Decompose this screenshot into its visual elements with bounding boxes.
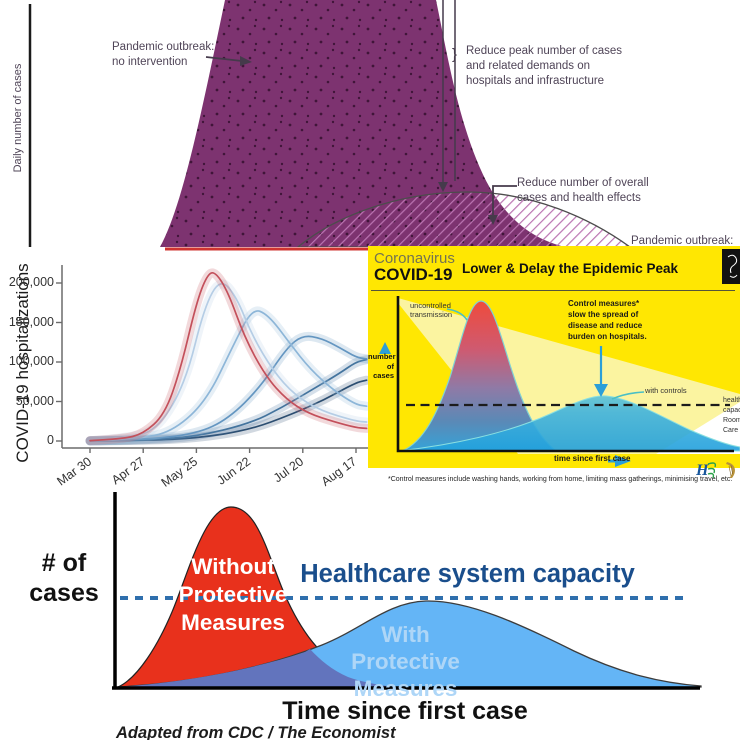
uncontrolled-connector-line xyxy=(446,308,468,321)
with-controls-curve xyxy=(397,395,740,452)
control-measures-footnote: *Control measures include washing hands,… xyxy=(388,476,733,483)
hse-lower-delay-graphic: Coronavirus COVID-19 Lower & Delay the E… xyxy=(368,246,740,490)
hse-ylabel-line2: of xyxy=(386,361,394,371)
hse-canvas xyxy=(379,296,740,467)
hse-x-axis-label: time since first case xyxy=(554,454,631,463)
peak-reduction-arrows xyxy=(442,0,456,183)
hosp-tick-marks xyxy=(56,282,357,453)
clipped-outbreak-label: Pandemic outbreak: xyxy=(631,235,734,247)
hse-ylabel-line3: cases xyxy=(373,371,394,380)
cdc-y-axis-label: Daily number of cases xyxy=(12,63,24,173)
hse-logo-h: H xyxy=(696,462,709,479)
control-measures-annotation: Control measures* slow the spread of dis… xyxy=(568,298,647,342)
reduce-overall-line1: Reduce number of overall xyxy=(517,177,649,189)
capacity-clip-line1: healthc xyxy=(723,397,740,404)
hse-axes xyxy=(396,296,734,453)
source-caption: Adapted from CDC / The Economist xyxy=(116,724,396,740)
header-divider xyxy=(371,290,735,291)
reduce-overall-annotation: Reduce number of overall cases and healt… xyxy=(517,176,649,206)
uncontrolled-transmission-label: uncontrolled transmission xyxy=(410,301,452,319)
without-line1: Without xyxy=(191,554,275,579)
no-intervention-label-line2: no intervention xyxy=(112,56,188,68)
reduce-peak-annotation: Reduce peak number of cases and related … xyxy=(466,44,622,89)
hse-footer-strip xyxy=(368,468,740,490)
hosp-ytick-0: 0 xyxy=(47,433,54,447)
no-intervention-label: Pandemic outbreak: no intervention xyxy=(112,40,214,70)
flatten-axes xyxy=(112,492,700,690)
with-controls-connector-line xyxy=(611,391,645,400)
reduce-overall-line2: cases and health effects xyxy=(517,192,641,204)
hosp-series-path xyxy=(89,358,368,442)
irish-script-logo xyxy=(722,249,740,284)
reduce-peak-line1: Reduce peak number of cases xyxy=(466,45,622,57)
flatten-x-axis-label: Time since first case xyxy=(282,697,528,725)
with-intervention-hatched-curve xyxy=(296,191,632,247)
hosp-ytick-50000: 50,000 xyxy=(15,393,54,408)
y-axis-up-arrow-icon xyxy=(379,342,391,354)
hse-title: Lower & Delay the Epidemic Peak xyxy=(461,261,679,276)
without-line3: Measures xyxy=(181,610,285,635)
hosp-series-path xyxy=(89,271,368,442)
control-measures-line3: disease and reduce xyxy=(568,321,643,330)
hse-y-axis-label: number of cases xyxy=(368,352,396,381)
control-measures-line1: Control measures* xyxy=(568,299,640,308)
cdc-chart-canvas xyxy=(28,0,632,247)
healthcare-capacity-clipped-label: healthc capacit Room v Care U xyxy=(723,396,740,436)
no-intervention-arrow-icon xyxy=(205,56,252,66)
capacity-clip-line2: capacit xyxy=(723,407,740,414)
with-measures-label: With Protective Measures xyxy=(328,621,483,702)
control-measures-line2: slow the spread of xyxy=(568,310,639,319)
x-axis-arrow-icon xyxy=(608,455,631,467)
hosp-series-path xyxy=(89,379,368,442)
healthcare-capacity-label: Healthcare system capacity xyxy=(300,560,635,588)
without-measures-label: Without Protective Measures xyxy=(163,553,303,637)
control-measures-line4: burden on hospitals. xyxy=(568,332,647,341)
hse-logo: H xyxy=(696,460,720,480)
no-intervention-curve xyxy=(160,0,565,247)
brace-icon: } xyxy=(452,46,458,63)
hospitalizations-canvas xyxy=(56,247,368,453)
with-controls-label: with controls xyxy=(645,386,687,395)
flatten-ylabel-line1: # of xyxy=(41,549,87,577)
flatten-canvas xyxy=(112,492,702,690)
overlap-region xyxy=(118,649,395,687)
flatten-ylabel-line2: cases xyxy=(29,579,99,607)
overall-reduction-connector xyxy=(488,185,517,225)
hosp-ytick-150000: 150,000 xyxy=(8,314,54,329)
harp-icon xyxy=(724,460,740,480)
capacity-clip-line3: Room v xyxy=(723,417,740,424)
flatten-curve-chart: # of cases Without Protective Measures H… xyxy=(0,490,740,740)
flatten-y-axis-label: # of cases xyxy=(18,548,110,608)
hosp-series-path xyxy=(89,335,368,442)
hosp-series-path xyxy=(89,282,368,442)
hse-brand-coronavirus: Coronavirus xyxy=(374,250,455,267)
hospitalizations-chart: COVID-19 hospitalizations 200,000 150,00… xyxy=(0,247,368,490)
uncontrolled-line2: transmission xyxy=(410,310,453,319)
peak-arrowhead-icon xyxy=(438,182,448,192)
hse-brand-covid19: COVID-19 xyxy=(374,265,453,284)
with-line1: With Protective xyxy=(351,622,460,674)
control-measures-down-arrow-icon xyxy=(594,346,608,397)
hosp-axes xyxy=(61,265,368,449)
with-line2: Measures xyxy=(353,676,458,701)
no-intervention-label-line1: Pandemic outbreak: xyxy=(112,41,215,53)
hosp-ytick-200000: 200,000 xyxy=(8,275,54,289)
hosp-series-curves xyxy=(85,268,368,446)
hosp-ytick-100000: 100,000 xyxy=(8,354,54,368)
capacity-clip-line4: Care U xyxy=(723,427,740,434)
without-line2: Protective xyxy=(178,582,288,607)
reduce-peak-line2: and related demands on xyxy=(466,60,591,72)
uncontrolled-line1: uncontrolled xyxy=(410,301,451,310)
reduce-peak-line3: hospitals and infrastructure xyxy=(466,75,605,87)
hosp-series-path xyxy=(89,310,368,442)
hse-ylabel-line1: number xyxy=(368,352,396,361)
cdc-intervention-chart: Daily number of cases Pandemic outbreak:… xyxy=(0,0,740,247)
